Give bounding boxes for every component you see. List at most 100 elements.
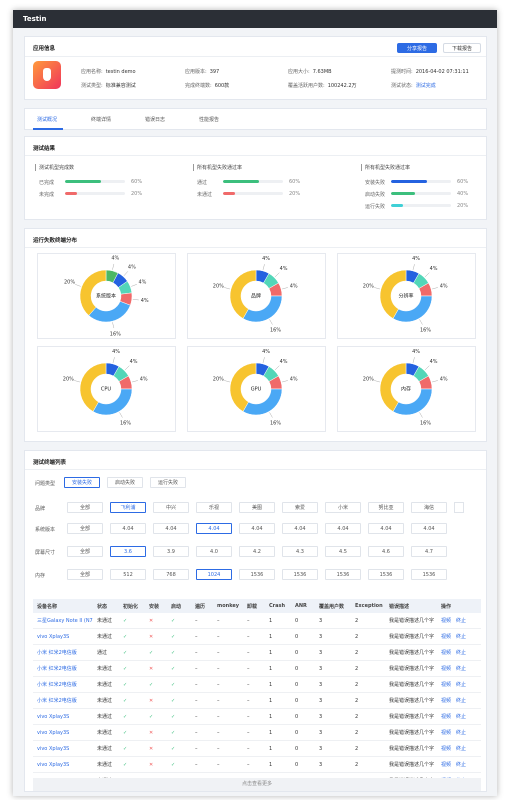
- device-name[interactable]: 三星Galaxy Note II (N71...: [33, 613, 93, 629]
- device-name[interactable]: vivo Xplay3S: [33, 724, 93, 741]
- action-link[interactable]: 视频: [441, 730, 452, 736]
- donut-chart: 4% 4% 4% 16% 20% 内存: [363, 349, 448, 426]
- filter-option[interactable]: 努比亚: [368, 502, 404, 513]
- filter-option[interactable]: 4.04: [239, 523, 275, 534]
- action-link[interactable]: 视频: [441, 746, 452, 752]
- table-cell: ✕: [145, 692, 167, 709]
- filter-option[interactable]: 4.04: [153, 523, 189, 534]
- action-link[interactable]: 终止: [456, 666, 467, 672]
- filter-option[interactable]: 4.7: [411, 546, 447, 557]
- device-name[interactable]: 小米 红米2电信版: [33, 660, 93, 677]
- progress-track: [391, 180, 451, 183]
- device-name[interactable]: vivo Xplay3S: [33, 740, 93, 757]
- action-link[interactable]: 终止: [456, 650, 467, 656]
- leader-line: [432, 380, 438, 383]
- device-name[interactable]: 小米 红米2电信版: [33, 676, 93, 693]
- filter-option[interactable]: 4.0: [196, 546, 232, 557]
- leader-line: [282, 380, 288, 383]
- group-title: 测试机型完成数: [35, 164, 74, 171]
- share-button[interactable]: 分享报告: [397, 43, 437, 53]
- filter-option[interactable]: 1024: [196, 569, 232, 580]
- filter-option[interactable]: 1536: [239, 569, 275, 580]
- leader-line: [274, 272, 280, 278]
- filter-option[interactable]: 飞利浦: [110, 502, 146, 513]
- segment-label: 4%: [262, 349, 270, 355]
- action-cell: 视频终止: [437, 613, 481, 629]
- action-link[interactable]: 视频: [441, 650, 452, 656]
- filter-option[interactable]: 4.6: [368, 546, 404, 557]
- filter-option[interactable]: 4.04: [368, 523, 404, 534]
- load-more[interactable]: 点击查看更多: [33, 778, 481, 791]
- filter-option[interactable]: 4.04: [411, 523, 447, 534]
- filter-option[interactable]: 中兴: [153, 502, 189, 513]
- action-link[interactable]: 终止: [456, 714, 467, 720]
- filter-option[interactable]: 512: [110, 569, 146, 580]
- tab[interactable]: 测试概况: [37, 117, 58, 123]
- filter-option[interactable]: 1536: [325, 569, 361, 580]
- donut-segment: [392, 388, 433, 416]
- action-link[interactable]: 视频: [441, 698, 452, 704]
- filter-option[interactable]: 1536: [282, 569, 318, 580]
- segment-label: 20%: [363, 376, 374, 382]
- action-link[interactable]: 视频: [441, 634, 452, 640]
- table-cell: 我是错误描述几个字: [385, 692, 437, 709]
- filter-option[interactable]: 4.04: [196, 523, 232, 534]
- table-cell: 1: [265, 756, 291, 773]
- filter-option[interactable]: 全部: [67, 546, 103, 557]
- action-link[interactable]: 视频: [441, 762, 452, 768]
- filter-option[interactable]: 4.3: [282, 546, 318, 557]
- filter-option[interactable]: 4.2: [239, 546, 275, 557]
- filter-option[interactable]: 小米: [325, 502, 361, 513]
- filter-option[interactable]: 安装失败: [64, 477, 100, 488]
- action-link[interactable]: 终止: [456, 682, 467, 688]
- filter-dropdown[interactable]: [454, 502, 464, 513]
- action-link[interactable]: 终止: [456, 762, 467, 768]
- device-name[interactable]: vivo Xplay3S: [33, 708, 93, 725]
- action-link[interactable]: 视频: [441, 666, 452, 672]
- filter-option[interactable]: 海信: [411, 502, 447, 513]
- tab[interactable]: 终端详情: [91, 117, 112, 123]
- device-name[interactable]: vivo Xplay3S: [33, 756, 93, 773]
- action-link[interactable]: 终止: [456, 746, 467, 752]
- filter-option[interactable]: 全部: [67, 523, 103, 534]
- filter-option[interactable]: 768: [153, 569, 189, 580]
- filter-option[interactable]: 4.04: [325, 523, 361, 534]
- filter-option[interactable]: 3.9: [153, 546, 189, 557]
- action-link[interactable]: 终止: [456, 618, 467, 624]
- filter-option[interactable]: 4.5: [325, 546, 361, 557]
- tab[interactable]: 性能报告: [199, 117, 220, 123]
- field-label: 应用名称:: [81, 69, 103, 75]
- device-name[interactable]: 小米 红米2电信版: [33, 644, 93, 661]
- filter-option[interactable]: 1536: [411, 569, 447, 580]
- action-link[interactable]: 终止: [456, 730, 467, 736]
- filter-option[interactable]: 全部: [67, 502, 103, 513]
- action-link[interactable]: 终止: [456, 698, 467, 704]
- filter-option[interactable]: 乐视: [196, 502, 232, 513]
- filter-option[interactable]: 启动失败: [107, 477, 143, 488]
- table-cell: ✓: [167, 692, 191, 709]
- action-link[interactable]: 视频: [441, 714, 452, 720]
- filter-option[interactable]: 全部: [67, 569, 103, 580]
- leader-line: [419, 319, 423, 325]
- action-link[interactable]: 终止: [456, 634, 467, 640]
- device-name[interactable]: 小米 红米2电信版: [33, 692, 93, 709]
- action-link[interactable]: 视频: [441, 682, 452, 688]
- filter-option[interactable]: 4.04: [282, 523, 318, 534]
- group-title: 所有机型失败通过率: [361, 164, 410, 171]
- filter-option[interactable]: 4.04: [110, 523, 146, 534]
- device-name[interactable]: vivo Xplay3S: [33, 628, 93, 645]
- filter-option[interactable]: 运行失败: [150, 477, 186, 488]
- filter-option[interactable]: 索爱: [282, 502, 318, 513]
- table-cell: 2: [351, 644, 385, 661]
- filter-option[interactable]: 1536: [368, 569, 404, 580]
- tab[interactable]: 错误日志: [145, 117, 166, 123]
- download-button[interactable]: 下载报告: [443, 43, 481, 53]
- filter-option[interactable]: 3.6: [110, 546, 146, 557]
- table-cell: 0: [291, 676, 315, 693]
- segment-label: 4%: [111, 256, 119, 262]
- action-link[interactable]: 视频: [441, 618, 452, 624]
- filter-option[interactable]: 美图: [239, 502, 275, 513]
- table-cell: –: [191, 644, 213, 661]
